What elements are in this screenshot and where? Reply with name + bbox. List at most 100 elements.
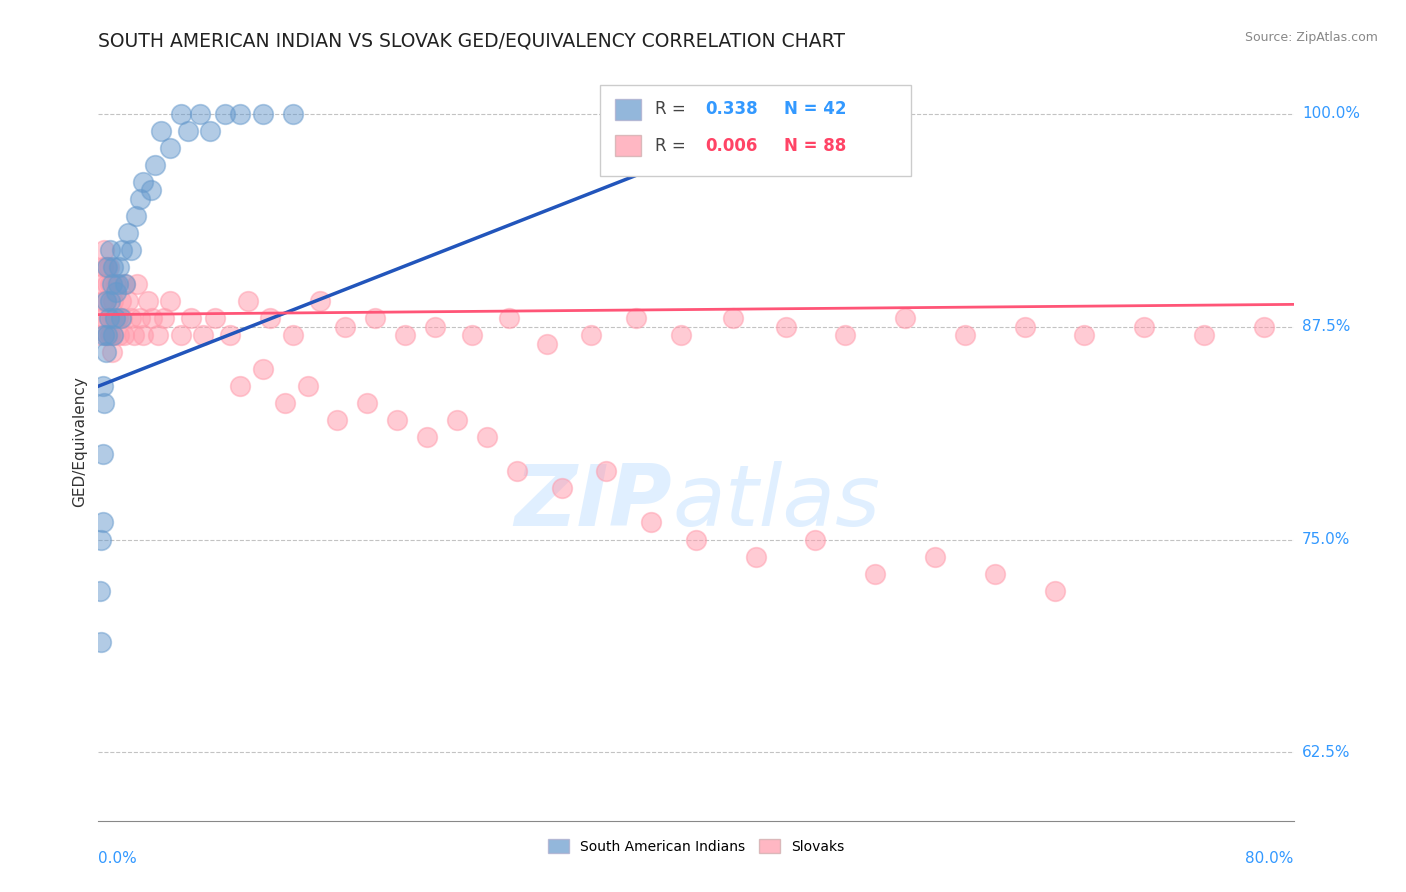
- Point: [1043, 583, 1066, 598]
- Point: [101, 277, 124, 291]
- Point: [153, 311, 176, 326]
- Point: [259, 311, 281, 326]
- Point: [111, 311, 134, 326]
- Point: [191, 328, 214, 343]
- Point: [120, 311, 142, 326]
- Point: [1133, 319, 1156, 334]
- Point: [581, 328, 603, 343]
- Point: [98, 293, 122, 308]
- Point: [96, 260, 118, 274]
- Point: [105, 285, 128, 300]
- Point: [139, 183, 162, 197]
- Text: 100.0%: 100.0%: [1302, 106, 1360, 121]
- Point: [595, 464, 617, 478]
- Point: [103, 328, 125, 343]
- Point: [550, 482, 572, 496]
- Point: [446, 413, 468, 427]
- Point: [356, 396, 378, 410]
- Point: [394, 328, 416, 343]
- Point: [105, 277, 128, 291]
- Text: 87.5%: 87.5%: [1302, 319, 1350, 334]
- Point: [229, 106, 252, 120]
- Y-axis label: GED/Equivalency: GED/Equivalency: [72, 376, 87, 507]
- Point: [104, 311, 127, 326]
- Point: [101, 311, 124, 326]
- Point: [107, 311, 129, 326]
- Point: [94, 293, 117, 308]
- Point: [1192, 328, 1215, 343]
- Point: [214, 106, 236, 120]
- Point: [90, 634, 112, 648]
- Point: [125, 209, 148, 223]
- Point: [141, 311, 163, 326]
- Point: [91, 293, 114, 308]
- Point: [103, 260, 125, 274]
- Text: ZIP: ZIP: [515, 460, 672, 544]
- Point: [385, 413, 409, 427]
- Text: 0.0%: 0.0%: [98, 851, 138, 866]
- Text: 0.006: 0.006: [706, 136, 758, 155]
- Point: [461, 328, 484, 343]
- Point: [132, 328, 155, 343]
- Point: [114, 277, 136, 291]
- Point: [984, 566, 1007, 581]
- Point: [98, 277, 122, 291]
- Point: [804, 533, 827, 547]
- FancyBboxPatch shape: [600, 85, 911, 177]
- Point: [159, 141, 181, 155]
- Legend: South American Indians, Slovaks: South American Indians, Slovaks: [543, 833, 849, 859]
- Point: [188, 106, 211, 120]
- Point: [865, 566, 887, 581]
- Point: [93, 328, 115, 343]
- FancyBboxPatch shape: [614, 136, 641, 156]
- Point: [536, 336, 558, 351]
- Point: [626, 311, 648, 326]
- Point: [775, 319, 797, 334]
- Point: [333, 319, 356, 334]
- Point: [180, 311, 202, 326]
- Point: [97, 311, 120, 326]
- Point: [89, 583, 111, 598]
- Point: [953, 328, 976, 343]
- Point: [1253, 319, 1275, 334]
- Point: [96, 277, 118, 291]
- Point: [143, 158, 166, 172]
- Point: [169, 106, 191, 120]
- Point: [96, 328, 118, 343]
- Point: [150, 123, 173, 137]
- Point: [364, 311, 387, 326]
- Point: [117, 226, 139, 240]
- Point: [200, 123, 222, 137]
- Point: [219, 328, 242, 343]
- Point: [103, 328, 125, 343]
- Text: 75.0%: 75.0%: [1302, 532, 1350, 547]
- Point: [169, 328, 191, 343]
- Point: [91, 516, 114, 530]
- Text: atlas: atlas: [672, 460, 880, 544]
- Point: [834, 328, 856, 343]
- Point: [97, 311, 120, 326]
- Point: [91, 447, 114, 461]
- Point: [252, 106, 274, 120]
- Point: [669, 328, 692, 343]
- Text: SOUTH AMERICAN INDIAN VS SLOVAK GED/EQUIVALENCY CORRELATION CHART: SOUTH AMERICAN INDIAN VS SLOVAK GED/EQUI…: [98, 31, 845, 50]
- Point: [204, 311, 226, 326]
- FancyBboxPatch shape: [614, 99, 641, 120]
- Point: [110, 311, 132, 326]
- Point: [136, 293, 159, 308]
- Point: [93, 396, 115, 410]
- Point: [129, 311, 152, 326]
- Point: [924, 549, 946, 564]
- Point: [96, 328, 118, 343]
- Point: [98, 328, 122, 343]
- Point: [108, 328, 131, 343]
- Point: [103, 293, 125, 308]
- Point: [177, 123, 200, 137]
- Text: 80.0%: 80.0%: [1246, 851, 1294, 866]
- Point: [101, 345, 124, 359]
- Text: R =: R =: [655, 136, 696, 155]
- Point: [229, 379, 252, 393]
- Point: [159, 293, 181, 308]
- Point: [94, 260, 117, 274]
- Point: [97, 260, 120, 274]
